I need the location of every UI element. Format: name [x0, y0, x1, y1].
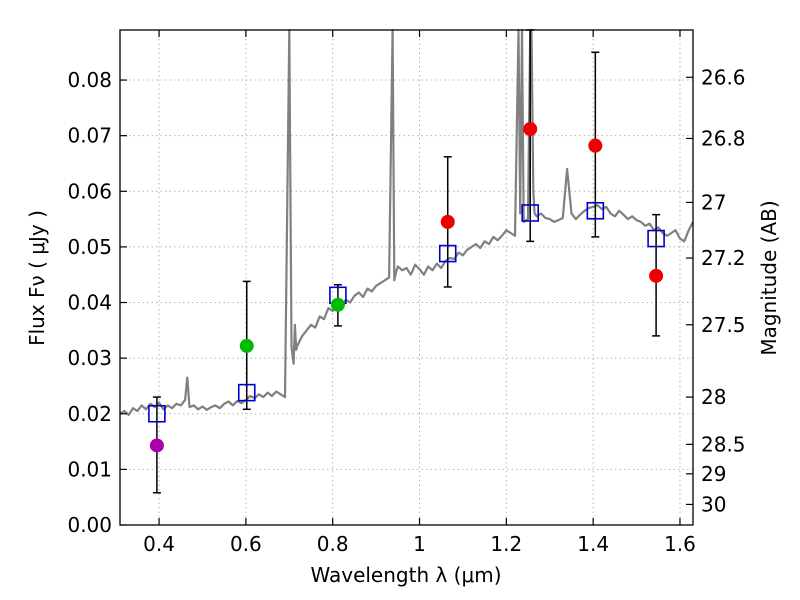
model-photometry-marker	[438, 244, 457, 263]
x-tick-label: 0.6	[230, 532, 262, 556]
spectrum-line	[119, 28, 694, 416]
observed-photometry-point	[149, 438, 164, 453]
y2-tick-label: 27.2	[701, 246, 746, 270]
y-tick-label: 0.04	[67, 291, 112, 315]
observed-photometry-point	[588, 138, 603, 153]
observed-photometry-point	[523, 122, 538, 136]
y2-tick-label: 29	[701, 462, 726, 486]
spectrum-series	[119, 28, 694, 416]
x-tick-label: 1	[413, 532, 426, 556]
observed-photometry-series	[149, 122, 664, 453]
x-tick-labels: 0.4 0.6 0.8 1 1.2 1.4 1.6	[143, 532, 696, 556]
y2-tick-label: 27.5	[701, 313, 746, 337]
model-photometry-marker	[586, 201, 605, 220]
error-bars	[152, 29, 661, 494]
model-photometry-marker	[237, 383, 256, 402]
y2-tick-label: 28	[701, 385, 726, 409]
observed-photometry-point	[649, 268, 664, 283]
observed-photometry-point	[239, 338, 254, 353]
y-tick-label: 0.07	[67, 124, 112, 148]
model-photometry-series	[148, 201, 665, 423]
y2-tick-label: 27	[701, 190, 726, 214]
observed-photometry-point	[440, 214, 455, 229]
x-tick-label: 1.2	[490, 532, 522, 556]
y2-tick-label: 26.6	[701, 65, 746, 89]
y-tick-label: 0.06	[67, 179, 112, 203]
model-photometry-marker	[647, 229, 665, 248]
y2-tick-label: 26.8	[701, 126, 746, 150]
y-tick-label: 0.08	[67, 68, 112, 92]
x-tick-label: 0.8	[317, 532, 349, 556]
x-axis-title: Wavelength λ (μm)	[310, 563, 501, 587]
axis-ticks	[120, 30, 693, 526]
y-axis-title: Flux Fν ( μJy )	[25, 210, 49, 346]
y-tick-label: 0.05	[67, 235, 112, 259]
plot-frame	[119, 29, 694, 526]
y-tick-label: 0.02	[67, 402, 112, 426]
y2-tick-labels: 26.6 26.8 27 27.2 27.5 28 28.5 29 30	[701, 65, 746, 516]
model-photometry-marker	[521, 204, 540, 222]
observed-photometry-point	[330, 297, 345, 312]
x-tick-label: 1.4	[577, 532, 609, 556]
y-tick-label: 0.01	[67, 457, 112, 481]
gridlines	[120, 30, 693, 526]
y2-tick-label: 30	[701, 492, 726, 516]
y-tick-label: 0.03	[67, 346, 112, 370]
x-tick-label: 1.6	[664, 532, 696, 556]
y2-tick-label: 28.5	[701, 432, 746, 456]
y-tick-label: 0.00	[67, 513, 112, 537]
model-photometry-marker	[148, 404, 166, 423]
y-tick-labels: 0.00 0.01 0.02 0.03 0.04 0.05 0.06 0.07 0.08	[67, 68, 112, 537]
y2-axis-title: Magnitude (AB)	[757, 200, 781, 355]
x-tick-label: 0.4	[143, 532, 175, 556]
